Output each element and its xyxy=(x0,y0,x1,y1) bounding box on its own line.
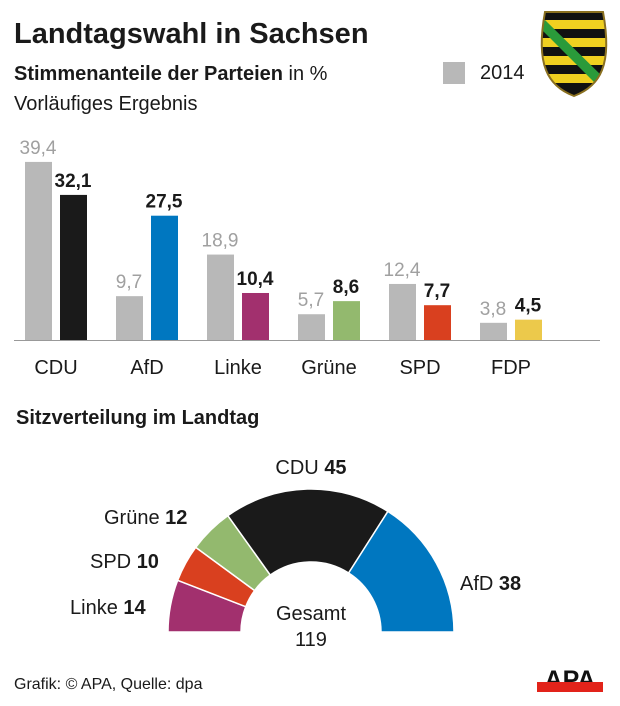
seat-count: 38 xyxy=(499,573,521,595)
seat-segment-AfD xyxy=(347,510,455,633)
label-2014-CDU: 39,4 xyxy=(20,138,57,159)
seat-label-Linke: Linke 14 xyxy=(70,597,146,619)
subtitle-bold: Stimmenanteile der Parteien xyxy=(14,63,283,85)
seat-party: Grüne xyxy=(104,507,165,529)
seat-label-Grüne: Grüne 12 xyxy=(104,507,187,529)
seat-count: 10 xyxy=(137,551,159,573)
bar-current-Grüne xyxy=(333,301,360,340)
label-current-CDU: 32,1 xyxy=(55,171,92,192)
label-current-Linke: 10,4 xyxy=(237,269,274,290)
category-label-Linke: Linke xyxy=(214,357,262,379)
category-label-FDP: FDP xyxy=(491,357,531,379)
seat-label-AfD: AfD 38 xyxy=(460,573,521,595)
bar-2014-AfD xyxy=(116,296,143,340)
seat-party: CDU xyxy=(275,457,324,479)
bar-2014-FDP xyxy=(480,322,507,340)
seat-party: Linke xyxy=(70,597,123,619)
bar-current-CDU xyxy=(60,194,87,340)
seat-count: 12 xyxy=(165,507,187,529)
category-label-CDU: CDU xyxy=(34,357,77,379)
category-label-Grüne: Grüne xyxy=(301,357,357,379)
label-2014-Grüne: 5,7 xyxy=(298,290,324,311)
category-label-AfD: AfD xyxy=(130,357,163,379)
subtitle-unit: in % xyxy=(282,63,328,85)
bar-current-Linke xyxy=(242,292,269,340)
note: Vorläufiges Ergebnis xyxy=(14,93,198,115)
label-current-Grüne: 8,6 xyxy=(333,277,359,298)
label-current-FDP: 4,5 xyxy=(515,296,542,317)
label-2014-AfD: 9,7 xyxy=(116,272,142,293)
bar-2014-Grüne xyxy=(298,314,325,340)
seat-label-SPD: SPD 10 xyxy=(90,551,159,573)
bar-2014-CDU xyxy=(25,161,52,340)
bar-current-SPD xyxy=(424,305,451,340)
legend-swatch-2014 xyxy=(443,62,465,84)
source-credit: Grafik: © APA, Quelle: dpa xyxy=(14,676,203,693)
seats-title: Sitzverteilung im Landtag xyxy=(16,407,260,429)
bar-2014-SPD xyxy=(389,283,416,340)
saxony-coat-of-arms-icon xyxy=(540,11,608,98)
bar-current-FDP xyxy=(515,319,542,340)
apa-logo: APA xyxy=(537,666,603,694)
total-value: 119 xyxy=(295,629,327,651)
legend-label-2014: 2014 xyxy=(480,62,525,84)
bar-current-AfD xyxy=(151,215,178,340)
seat-party: SPD xyxy=(90,551,137,573)
page-title: Landtagswahl in Sachsen xyxy=(14,18,369,50)
seat-segment-CDU xyxy=(226,488,389,577)
category-label-SPD: SPD xyxy=(399,357,440,379)
seat-label-CDU: CDU 45 xyxy=(275,457,346,479)
label-2014-Linke: 18,9 xyxy=(202,231,239,252)
seat-party: AfD xyxy=(460,573,499,595)
total-label: Gesamt xyxy=(276,603,346,625)
seat-count: 14 xyxy=(123,597,146,619)
subtitle: Stimmenanteile der Parteien in % xyxy=(14,63,327,86)
label-2014-FDP: 3,8 xyxy=(480,299,506,320)
bar-2014-Linke xyxy=(207,254,234,340)
seat-count: 45 xyxy=(324,457,346,479)
label-current-AfD: 27,5 xyxy=(146,192,183,213)
label-2014-SPD: 12,4 xyxy=(384,260,421,281)
label-current-SPD: 7,7 xyxy=(424,281,450,302)
